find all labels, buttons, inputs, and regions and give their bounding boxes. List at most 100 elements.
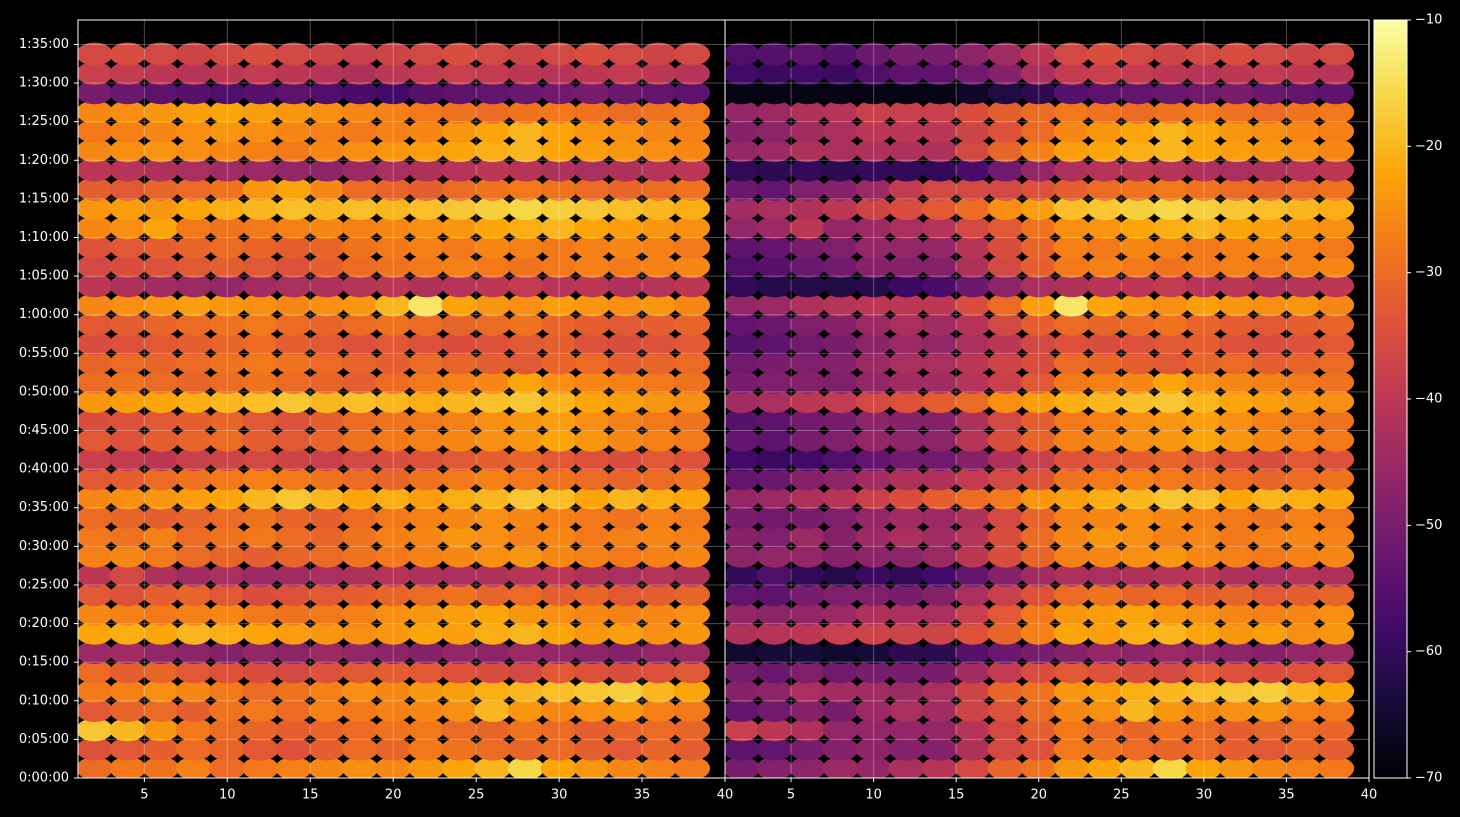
marker bbox=[275, 312, 312, 336]
marker bbox=[507, 119, 545, 143]
marker bbox=[725, 428, 760, 452]
marker bbox=[175, 274, 213, 298]
marker bbox=[888, 621, 925, 645]
marker bbox=[574, 139, 611, 163]
marker bbox=[1251, 640, 1289, 665]
marker bbox=[175, 100, 213, 124]
marker bbox=[1152, 486, 1190, 510]
marker bbox=[441, 389, 478, 414]
marker bbox=[1185, 158, 1223, 182]
marker bbox=[574, 389, 611, 414]
marker bbox=[474, 312, 511, 336]
marker bbox=[855, 544, 892, 568]
marker bbox=[1086, 718, 1123, 742]
marker bbox=[175, 81, 213, 105]
marker bbox=[78, 505, 113, 529]
marker bbox=[1152, 235, 1190, 259]
marker bbox=[1119, 177, 1156, 201]
marker bbox=[175, 235, 213, 259]
marker bbox=[1086, 428, 1123, 452]
marker bbox=[275, 602, 312, 626]
marker bbox=[1020, 525, 1057, 549]
marker bbox=[574, 486, 611, 510]
marker bbox=[756, 679, 793, 703]
marker bbox=[275, 679, 312, 703]
marker bbox=[954, 274, 991, 298]
marker bbox=[1218, 583, 1256, 607]
marker bbox=[725, 61, 760, 85]
marker bbox=[1317, 196, 1355, 221]
marker bbox=[640, 61, 677, 85]
marker bbox=[209, 81, 246, 105]
marker bbox=[954, 640, 991, 665]
marker bbox=[756, 177, 793, 201]
marker bbox=[640, 698, 677, 723]
marker bbox=[888, 737, 925, 761]
marker bbox=[308, 621, 346, 645]
marker bbox=[1218, 486, 1256, 510]
marker bbox=[756, 332, 793, 356]
marker bbox=[1119, 583, 1156, 607]
marker bbox=[1152, 254, 1190, 279]
marker bbox=[474, 640, 511, 665]
y-tick-label: 1:35:00 bbox=[19, 37, 69, 52]
marker bbox=[1020, 100, 1057, 124]
marker bbox=[341, 563, 379, 587]
marker bbox=[1053, 158, 1090, 182]
marker bbox=[987, 583, 1024, 607]
marker bbox=[1218, 312, 1256, 336]
marker bbox=[209, 679, 246, 703]
marker bbox=[1284, 679, 1322, 703]
marker bbox=[1119, 737, 1156, 761]
marker bbox=[1185, 81, 1223, 105]
marker bbox=[474, 718, 511, 742]
marker bbox=[507, 274, 545, 298]
marker bbox=[607, 486, 644, 510]
marker bbox=[1053, 698, 1090, 723]
marker bbox=[1152, 293, 1190, 317]
marker bbox=[855, 274, 892, 298]
marker bbox=[109, 428, 147, 452]
marker bbox=[1152, 505, 1190, 529]
marker bbox=[441, 718, 478, 742]
marker bbox=[209, 544, 246, 568]
marker bbox=[1251, 351, 1289, 375]
marker bbox=[1119, 81, 1156, 105]
marker bbox=[756, 274, 793, 298]
marker bbox=[822, 254, 859, 279]
marker bbox=[1284, 447, 1322, 472]
marker bbox=[640, 505, 677, 529]
marker bbox=[888, 718, 925, 742]
marker bbox=[1020, 583, 1057, 607]
marker bbox=[374, 196, 412, 221]
marker bbox=[408, 196, 445, 221]
marker bbox=[109, 544, 147, 568]
marker bbox=[954, 42, 991, 66]
marker bbox=[822, 718, 859, 742]
marker bbox=[756, 293, 793, 317]
marker bbox=[109, 61, 147, 85]
marker bbox=[987, 679, 1024, 703]
marker bbox=[921, 254, 958, 279]
colorbar-tick-label: −20 bbox=[1415, 139, 1442, 154]
marker bbox=[341, 370, 379, 394]
marker bbox=[1284, 139, 1322, 163]
marker bbox=[474, 447, 511, 472]
marker bbox=[1218, 370, 1256, 394]
marker bbox=[308, 563, 346, 587]
marker bbox=[725, 447, 760, 472]
marker bbox=[78, 583, 113, 607]
marker bbox=[474, 756, 511, 778]
marker bbox=[607, 293, 644, 317]
marker bbox=[540, 274, 578, 298]
marker bbox=[756, 351, 793, 375]
marker bbox=[1317, 409, 1355, 433]
marker bbox=[1317, 718, 1355, 742]
marker bbox=[1218, 698, 1256, 723]
marker bbox=[1251, 428, 1289, 452]
marker bbox=[275, 640, 312, 665]
marker bbox=[725, 679, 760, 703]
marker bbox=[1218, 254, 1256, 279]
marker bbox=[1284, 698, 1322, 723]
